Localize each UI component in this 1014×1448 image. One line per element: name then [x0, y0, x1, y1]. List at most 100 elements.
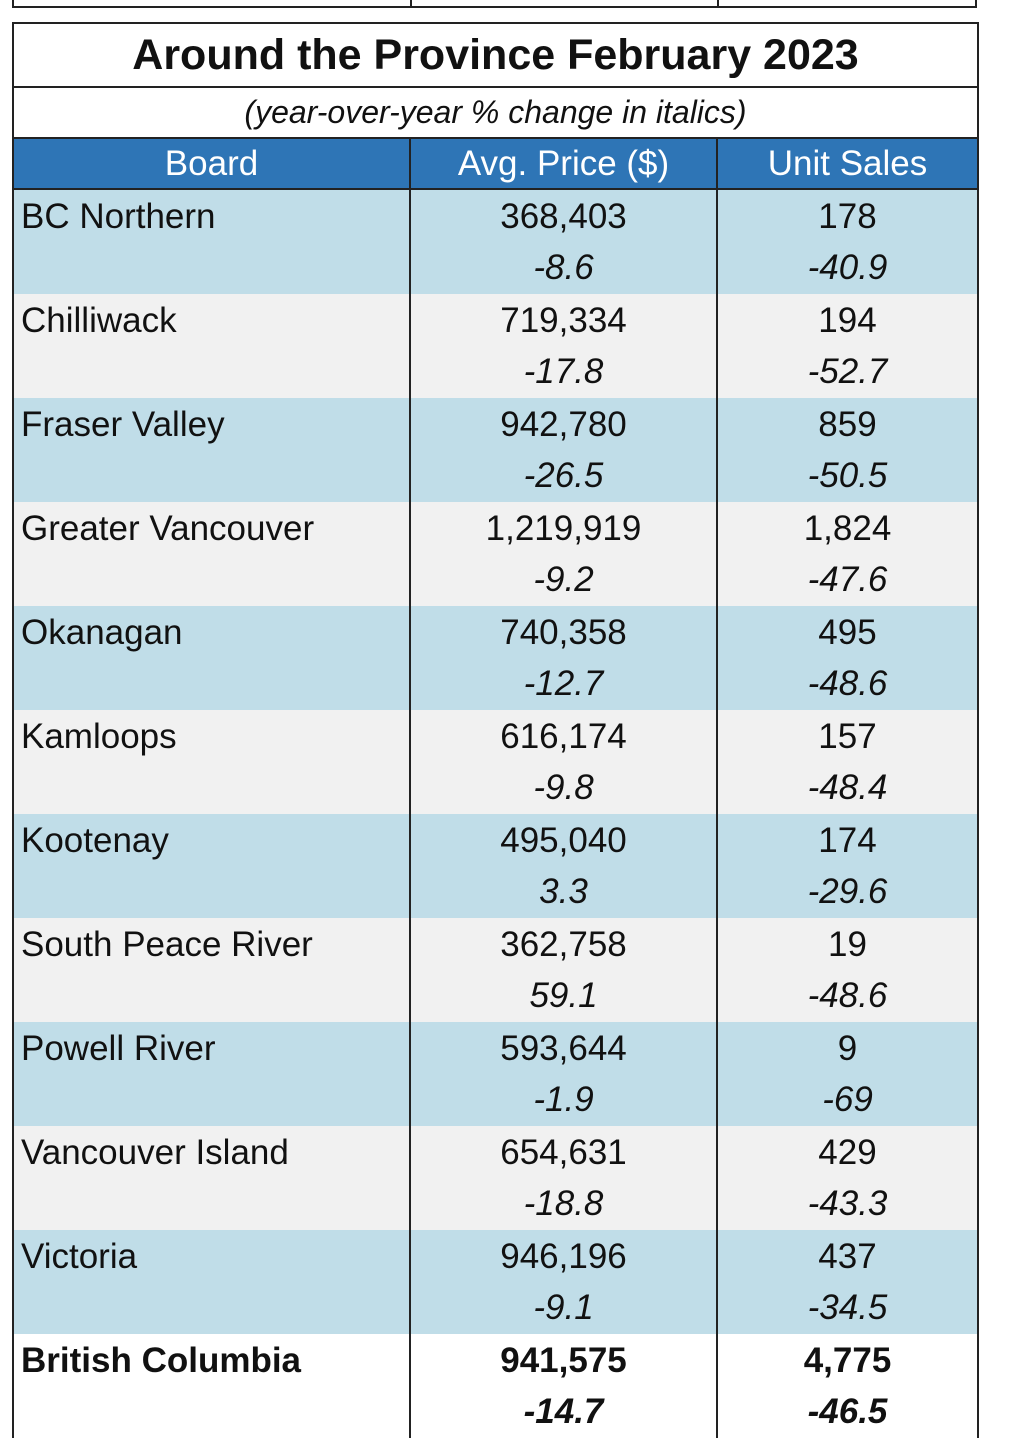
table-row: Fraser Valley 942,780 -26.5 859 -50.5	[14, 398, 977, 502]
board-name: Okanagan	[14, 606, 410, 710]
unit-sales-yoy-change: -50.5	[807, 456, 888, 495]
unit-sales-value: 429	[818, 1133, 877, 1172]
board-name: Chilliwack	[14, 294, 410, 398]
table-row: BC Northern 368,403 -8.6 178 -40.9	[14, 189, 977, 294]
unit-sales-cell: 19 -48.6	[716, 918, 977, 1022]
unit-sales-cell: 157 -48.4	[716, 710, 977, 814]
avg-price-yoy-change: -9.8	[533, 768, 594, 807]
unit-sales-cell: 4,775 -46.5	[716, 1334, 977, 1438]
avg-price-yoy-change: -14.7	[523, 1392, 604, 1431]
unit-sales-value: 437	[818, 1237, 877, 1276]
unit-sales-cell: 859 -50.5	[716, 398, 977, 502]
avg-price-value: 654,631	[500, 1133, 627, 1172]
table-row: Okanagan 740,358 -12.7 495 -48.6	[14, 606, 977, 710]
unit-sales-yoy-change: -46.5	[807, 1392, 888, 1431]
avg-price-cell: 740,358 -12.7	[409, 606, 717, 710]
table-row: South Peace River 362,758 59.1 19 -48.6	[14, 918, 977, 1022]
avg-price-yoy-change: -1.9	[533, 1080, 594, 1119]
avg-price-yoy-change: -8.6	[533, 248, 594, 287]
unit-sales-value: 178	[818, 197, 877, 236]
unit-sales-yoy-change: -48.4	[807, 768, 888, 807]
unit-sales-yoy-change: -48.6	[807, 976, 888, 1015]
avg-price-cell: 1,219,919 -9.2	[409, 502, 717, 606]
avg-price-cell: 495,040 3.3	[409, 814, 717, 918]
table-row: Victoria 946,196 -9.1 437 -34.5	[14, 1230, 977, 1334]
avg-price-value: 1,219,919	[485, 509, 642, 548]
unit-sales-yoy-change: -48.6	[807, 664, 888, 703]
unit-sales-yoy-change: -29.6	[807, 872, 888, 911]
board-name: Kootenay	[14, 814, 410, 918]
avg-price-cell: 362,758 59.1	[409, 918, 717, 1022]
unit-sales-value: 19	[828, 925, 867, 964]
avg-price-value: 616,174	[500, 717, 627, 756]
board-name: Greater Vancouver	[14, 502, 410, 606]
board-name: South Peace River	[14, 918, 410, 1022]
data-table: Board Avg. Price ($) Unit Sales BC North…	[14, 139, 977, 1438]
table-row: Chilliwack 719,334 -17.8 194 -52.7	[14, 294, 977, 398]
unit-sales-yoy-change: -40.9	[807, 248, 888, 287]
table-row: Kootenay 495,040 3.3 174 -29.6	[14, 814, 977, 918]
avg-price-value: 495,040	[500, 821, 627, 860]
unit-sales-cell: 194 -52.7	[716, 294, 977, 398]
avg-price-value: 368,403	[500, 197, 627, 236]
board-name: Kamloops	[14, 710, 410, 814]
avg-price-cell: 616,174 -9.8	[409, 710, 717, 814]
unit-sales-cell: 429 -43.3	[716, 1126, 977, 1230]
table-title: Around the Province February 2023	[14, 24, 977, 88]
unit-sales-yoy-change: -43.3	[807, 1184, 888, 1223]
unit-sales-value: 1,824	[803, 509, 892, 548]
previous-table-edge	[12, 0, 977, 8]
avg-price-yoy-change: 59.1	[529, 976, 598, 1015]
unit-sales-yoy-change: -69	[822, 1080, 873, 1119]
avg-price-yoy-change: 3.3	[539, 872, 588, 911]
table-row: Greater Vancouver 1,219,919 -9.2 1,824 -47.6	[14, 502, 977, 606]
board-name: Fraser Valley	[14, 398, 410, 502]
table-row: Vancouver Island 654,631 -18.8 429 -43.3	[14, 1126, 977, 1230]
board-name: Victoria	[14, 1230, 410, 1334]
unit-sales-value: 157	[818, 717, 877, 756]
avg-price-yoy-change: -9.2	[533, 560, 594, 599]
avg-price-cell: 654,631 -18.8	[409, 1126, 717, 1230]
avg-price-cell: 942,780 -26.5	[409, 398, 717, 502]
board-name: Powell River	[14, 1022, 410, 1126]
avg-price-yoy-change: -17.8	[523, 352, 604, 391]
unit-sales-cell: 1,824 -47.6	[716, 502, 977, 606]
unit-sales-value: 194	[818, 301, 877, 340]
avg-price-value: 941,575	[500, 1341, 627, 1380]
column-header-avg-price: Avg. Price ($)	[409, 139, 717, 190]
column-header-unit-sales: Unit Sales	[716, 139, 977, 190]
board-name: British Columbia	[14, 1334, 410, 1438]
unit-sales-value: 9	[837, 1029, 858, 1068]
unit-sales-value: 174	[818, 821, 877, 860]
header-row: Board Avg. Price ($) Unit Sales	[14, 139, 977, 190]
avg-price-yoy-change: -26.5	[523, 456, 604, 495]
avg-price-value: 719,334	[500, 301, 627, 340]
unit-sales-value: 4,775	[803, 1341, 892, 1380]
unit-sales-cell: 437 -34.5	[716, 1230, 977, 1334]
unit-sales-value: 859	[818, 405, 877, 444]
avg-price-value: 740,358	[500, 613, 627, 652]
avg-price-value: 362,758	[500, 925, 627, 964]
avg-price-cell: 719,334 -17.8	[409, 294, 717, 398]
total-row: British Columbia 941,575 -14.7 4,775 -46.5	[14, 1334, 977, 1438]
avg-price-yoy-change: -9.1	[533, 1288, 594, 1327]
unit-sales-cell: 178 -40.9	[716, 189, 977, 294]
avg-price-cell: 368,403 -8.6	[409, 189, 717, 294]
table-row: Kamloops 616,174 -9.8 157 -48.4	[14, 710, 977, 814]
avg-price-yoy-change: -12.7	[523, 664, 604, 703]
board-name: BC Northern	[14, 189, 410, 294]
unit-sales-yoy-change: -52.7	[807, 352, 888, 391]
avg-price-yoy-change: -18.8	[523, 1184, 604, 1223]
avg-price-value: 942,780	[500, 405, 627, 444]
board-name: Vancouver Island	[14, 1126, 410, 1230]
unit-sales-cell: 174 -29.6	[716, 814, 977, 918]
avg-price-value: 593,644	[500, 1029, 627, 1068]
unit-sales-value: 495	[818, 613, 877, 652]
unit-sales-yoy-change: -47.6	[807, 560, 888, 599]
province-stats-table: Around the Province February 2023 (year-…	[12, 22, 979, 1438]
unit-sales-cell: 495 -48.6	[716, 606, 977, 710]
table-row: Powell River 593,644 -1.9 9 -69	[14, 1022, 977, 1126]
unit-sales-yoy-change: -34.5	[807, 1288, 888, 1327]
avg-price-cell: 941,575 -14.7	[409, 1334, 717, 1438]
avg-price-cell: 593,644 -1.9	[409, 1022, 717, 1126]
